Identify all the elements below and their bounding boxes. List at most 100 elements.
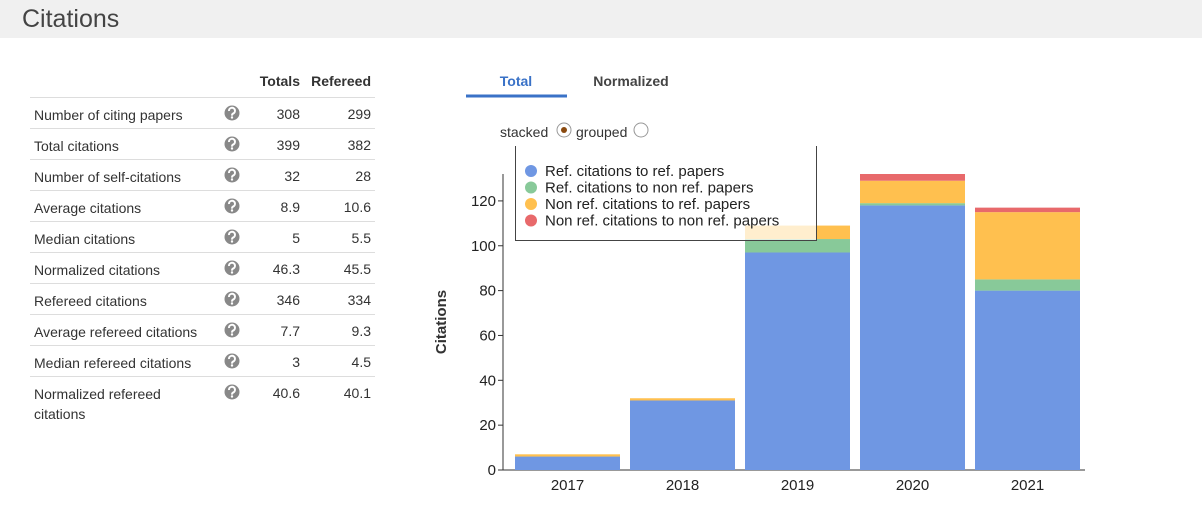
y-tick-label: 100 — [471, 238, 496, 255]
help-glyph — [228, 230, 236, 240]
y-tick-label: 80 — [479, 283, 496, 300]
help-glyph — [228, 292, 236, 302]
rule — [30, 314, 375, 315]
rule — [30, 283, 375, 284]
bar-segment — [515, 456, 620, 470]
y-tick-label: 0 — [488, 462, 496, 479]
help-dot — [230, 240, 234, 243]
row-label: Total citations — [34, 138, 119, 154]
bar-segment — [975, 207, 1080, 213]
help-glyph — [228, 354, 236, 364]
tab-underline — [466, 94, 567, 98]
totals-value: 3 — [292, 354, 300, 370]
legend-label: Non ref. citations to ref. papers — [545, 196, 750, 213]
refereed-value: 382 — [347, 137, 371, 153]
tab[interactable]: Total — [500, 73, 532, 89]
header-title: Citations — [22, 5, 120, 33]
bar-segment — [860, 205, 965, 471]
refereed-value: 334 — [347, 292, 371, 308]
tab[interactable]: Normalized — [593, 73, 668, 89]
totals-value: 32 — [284, 168, 300, 184]
x-tick-label: 2019 — [781, 477, 814, 494]
x-tick-label: 2017 — [551, 477, 584, 494]
legend-swatch — [525, 165, 537, 177]
row-label: Median citations — [34, 231, 136, 247]
legend-box — [515, 146, 817, 240]
x-tick-label: 2021 — [1011, 477, 1044, 494]
bar-segment — [860, 180, 965, 204]
help-glyph — [228, 137, 236, 147]
rule — [30, 345, 375, 346]
refereed-value: 9.3 — [351, 323, 371, 339]
refereed-value: 40.1 — [343, 385, 371, 401]
rule — [30, 190, 375, 191]
option-label: grouped — [576, 124, 627, 140]
legend-swatch — [525, 198, 537, 210]
row-label: Refereed citations — [34, 293, 147, 309]
help-dot — [230, 302, 234, 305]
help-dot — [230, 209, 234, 212]
help-dot — [230, 271, 234, 274]
legend-swatch — [525, 181, 537, 194]
row-label: Number of citing papers — [34, 107, 183, 123]
rule — [30, 252, 375, 253]
header: Citations — [0, 0, 1202, 38]
legend-label: Ref. citations to ref. papers — [545, 163, 724, 180]
help-glyph — [228, 261, 236, 271]
y-tick-label: 40 — [479, 372, 496, 389]
refereed-value: 10.6 — [343, 199, 371, 215]
row-label: Normalized citations — [34, 262, 161, 278]
bar-segment — [630, 400, 735, 470]
legend-border — [515, 146, 817, 241]
totals-value: 5 — [292, 230, 300, 246]
help-glyph — [228, 323, 236, 333]
help-dot — [230, 395, 234, 398]
rule — [30, 128, 375, 129]
bar-segment — [860, 203, 965, 206]
help-glyph — [228, 385, 236, 395]
refereed-value: 45.5 — [343, 261, 371, 277]
refereed-value: 28 — [355, 168, 371, 184]
x-tick-label: 2020 — [896, 477, 929, 494]
help-glyph — [228, 168, 236, 178]
totals-value: 399 — [276, 137, 300, 153]
rule — [30, 376, 375, 377]
refereed-value: 5.5 — [351, 230, 371, 246]
legend-swatch — [525, 214, 537, 227]
help-glyph — [228, 199, 236, 209]
refereed-value: 4.5 — [351, 354, 371, 370]
bar-segment — [630, 398, 735, 401]
y-tick-label: 60 — [479, 327, 496, 344]
totals-value: 346 — [276, 292, 300, 308]
legend-label: Ref. citations to non ref. papers — [545, 180, 753, 197]
x-tick-label: 2018 — [666, 477, 699, 494]
help-dot — [230, 178, 234, 181]
radio-dot — [561, 127, 567, 133]
bar-segment — [745, 252, 850, 470]
help-dot — [230, 147, 234, 150]
y-tick-label: 20 — [479, 417, 496, 434]
column-header: Refereed — [311, 73, 371, 89]
y-axis-label: Citations — [433, 290, 450, 354]
row-label: Average citations — [34, 200, 142, 216]
row-label: Number of self-citations — [34, 169, 182, 185]
legend-label: Non ref. citations to non ref. papers — [545, 213, 779, 230]
row-label: Normalized refereed citations — [34, 386, 161, 422]
radio[interactable] — [633, 122, 649, 138]
help-dot — [230, 364, 234, 367]
bar-segment — [975, 290, 1080, 470]
option-label: stacked — [500, 124, 548, 140]
column-header: Totals — [259, 73, 300, 89]
totals-value: 46.3 — [272, 261, 300, 277]
bar-segment — [975, 279, 1080, 291]
help-glyph — [228, 106, 236, 116]
row-label: Median refereed citations — [34, 355, 192, 371]
rule — [30, 221, 375, 222]
bar-segment — [860, 174, 965, 181]
rule — [30, 159, 375, 160]
totals-value: 8.9 — [280, 199, 300, 215]
bar-segment — [975, 212, 1080, 280]
totals-value: 308 — [276, 106, 300, 122]
